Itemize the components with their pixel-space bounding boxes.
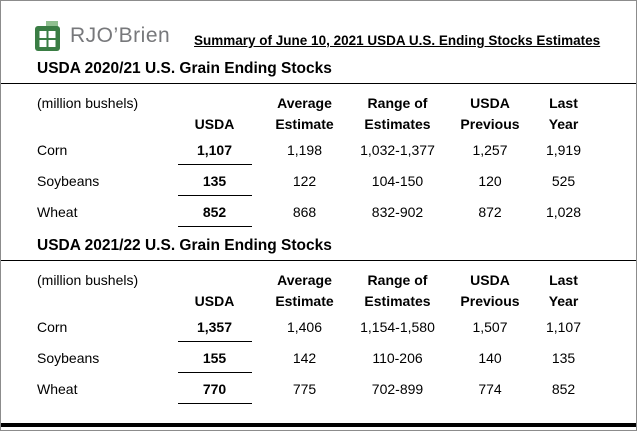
column-header-average-line2: Estimate: [275, 293, 334, 309]
usda-previous: 140: [478, 350, 502, 366]
range-of-estimates: 104-150: [371, 173, 424, 189]
average-estimate: 1,406: [286, 319, 323, 335]
column-header-average-line2: Estimate: [275, 116, 334, 132]
usda-estimate: 135: [177, 168, 252, 196]
usda-previous: 872: [478, 204, 502, 220]
section-heading-2020-21: USDA 2020/21 U.S. Grain Ending Stocks: [1, 51, 636, 84]
column-header-usda-spacer: [166, 270, 263, 291]
section-2021-22: USDA 2021/22 U.S. Grain Ending Stocks (m…: [1, 228, 636, 405]
bottom-rule: [1, 423, 636, 427]
range-of-estimates: 702-899: [371, 381, 424, 397]
last-year: 135: [551, 350, 576, 366]
column-header-range-line1: Range of: [367, 95, 428, 111]
range-of-estimates: 832-902: [371, 204, 424, 220]
column-header-previous-line1: USDA: [470, 95, 510, 111]
range-of-estimates: 1,154-1,580: [360, 319, 435, 335]
last-year: 1,028: [545, 204, 582, 220]
column-header-usda: USDA: [194, 116, 235, 132]
brand: RJO’Brien: [35, 21, 170, 51]
commodity-name: Corn: [37, 142, 68, 158]
usda-estimate: 155: [177, 345, 252, 373]
usda-estimate: 852: [177, 199, 252, 227]
commodity-name: Wheat: [37, 204, 78, 220]
range-of-estimates: 110-206: [372, 350, 423, 366]
average-estimate: 122: [292, 173, 317, 189]
table-row-wheat: Wheat 770 775 702-899 774 852: [1, 374, 636, 405]
commodity-name: Soybeans: [37, 350, 100, 366]
table-header-2021-22: (million bushels) Average Range of USDA …: [1, 261, 636, 312]
column-header-previous-line1: USDA: [470, 272, 510, 288]
last-year: 1,107: [545, 319, 582, 335]
usda-estimate-cell: 135: [166, 166, 263, 197]
usda-estimate: 1,357: [177, 314, 252, 342]
usda-previous: 774: [478, 381, 502, 397]
average-estimate: 775: [292, 381, 317, 397]
table-header-2020-21: (million bushels) Average Range of USDA …: [1, 84, 636, 135]
usda-estimate: 770: [177, 376, 252, 404]
usda-previous: 120: [478, 173, 502, 189]
column-header-average-line1: Average: [277, 95, 332, 111]
usda-previous: 1,507: [472, 319, 508, 335]
column-header-average-line1: Average: [277, 272, 332, 288]
usda-estimate-cell: 770: [166, 374, 263, 405]
report-title: Summary of June 10, 2021 USDA U.S. Endin…: [194, 33, 601, 48]
table-row-corn: Corn 1,357 1,406 1,154-1,580 1,507 1,107: [1, 312, 636, 343]
column-header-range-line1: Range of: [367, 272, 428, 288]
column-header-last-line1: Last: [549, 272, 578, 288]
column-header-previous-line2: Previous: [460, 116, 520, 132]
usda-estimate-cell: 1,107: [166, 135, 263, 166]
report-header: RJO’Brien Summary of June 10, 2021 USDA …: [1, 1, 636, 51]
table-row-wheat: Wheat 852 868 832-902 872 1,028: [1, 197, 636, 228]
usda-previous: 1,257: [472, 142, 508, 158]
column-header-usda-spacer: [166, 93, 263, 114]
commodity-name: Wheat: [37, 381, 78, 397]
column-header-range-line2: Estimates: [364, 116, 431, 132]
table-row-soybeans: Soybeans 155 142 110-206 140 135: [1, 343, 636, 374]
last-year: 525: [551, 173, 576, 189]
last-year: 852: [551, 381, 576, 397]
average-estimate: 142: [292, 350, 317, 366]
section-heading-2021-22: USDA 2021/22 U.S. Grain Ending Stocks: [1, 228, 636, 261]
rjobrien-logo-icon: [35, 21, 65, 51]
brand-name: RJO’Brien: [70, 24, 171, 47]
column-header-last-line2: Year: [548, 293, 579, 309]
section-2020-21: USDA 2020/21 U.S. Grain Ending Stocks (m…: [1, 51, 636, 228]
table-row-corn: Corn 1,107 1,198 1,032-1,377 1,257 1,919: [1, 135, 636, 166]
column-header-range-line2: Estimates: [364, 293, 431, 309]
column-header-name-spacer: [1, 291, 166, 312]
commodity-name: Soybeans: [37, 173, 100, 189]
usda-estimate-cell: 852: [166, 197, 263, 228]
unit-label: (million bushels): [37, 272, 139, 288]
column-header-name-spacer: [1, 114, 166, 135]
average-estimate: 1,198: [286, 142, 323, 158]
average-estimate: 868: [292, 204, 317, 220]
unit-label: (million bushels): [37, 95, 139, 111]
last-year: 1,919: [545, 142, 582, 158]
range-of-estimates: 1,032-1,377: [360, 142, 435, 158]
usda-estimate-cell: 155: [166, 343, 263, 374]
table-row-soybeans: Soybeans 135 122 104-150 120 525: [1, 166, 636, 197]
column-header-last-line1: Last: [549, 95, 578, 111]
column-header-usda: USDA: [194, 293, 235, 309]
column-header-previous-line2: Previous: [460, 293, 520, 309]
column-header-last-line2: Year: [548, 116, 579, 132]
commodity-name: Corn: [37, 319, 68, 335]
usda-estimate: 1,107: [177, 137, 252, 165]
usda-estimate-cell: 1,357: [166, 312, 263, 343]
